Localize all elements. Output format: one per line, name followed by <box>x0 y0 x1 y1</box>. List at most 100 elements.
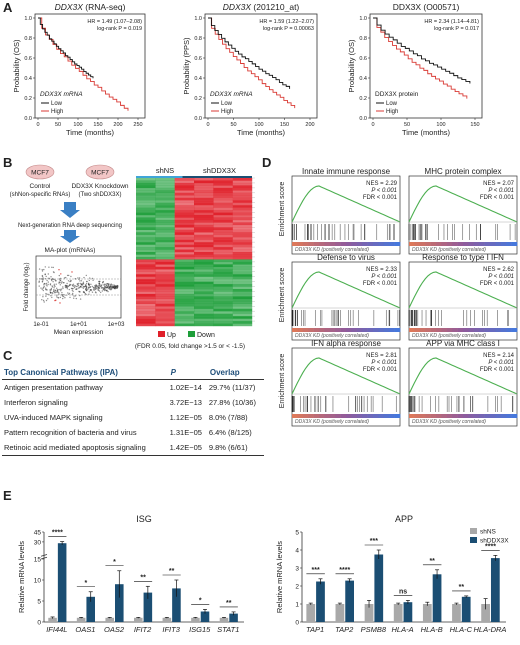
heatmap-cell <box>174 207 195 211</box>
heatmap-cell <box>155 274 175 277</box>
heatmap-cell <box>155 247 175 250</box>
heatmap-cell <box>213 311 233 314</box>
maplot-point <box>54 289 56 291</box>
bar-y-tick-label: 30 <box>34 539 42 546</box>
bar-y-tick-label: 45 <box>34 530 42 537</box>
heatmap-cell <box>174 234 195 238</box>
gsea-rank-bar <box>419 414 426 418</box>
pathway-p: 1.02E−14 <box>169 383 202 392</box>
heatmap-cell <box>194 316 214 319</box>
heatmap-cell <box>136 269 156 272</box>
heatmap-cell <box>155 224 175 228</box>
maplot-point <box>98 282 101 284</box>
maplot-point <box>44 273 46 276</box>
heatmap-cell <box>194 274 214 277</box>
maplot-point <box>58 289 60 291</box>
gsea-rank-bar <box>351 242 358 246</box>
maplot-point <box>101 290 104 292</box>
x-tick-label: 50 <box>230 122 236 128</box>
y-tick-label: 0.2 <box>194 96 202 102</box>
heatmap-cell <box>194 180 214 184</box>
legend-up-label: Up <box>167 332 176 339</box>
heatmap-cell <box>136 266 156 270</box>
heatmap-cell <box>174 279 195 282</box>
gsea-footer: DDX3X KD (positively correlated) <box>412 247 486 253</box>
heatmap-cell <box>213 224 233 228</box>
maplot-point <box>66 288 69 290</box>
heatmap-cell <box>155 239 175 243</box>
significance-label: ** <box>459 584 465 591</box>
maplot-point <box>96 285 98 287</box>
heatmap-cell <box>213 318 233 322</box>
gsea-fdr: FDR < 0.001 <box>363 367 398 373</box>
gsea-rank-bar <box>389 328 395 332</box>
heatmap-cell <box>232 219 253 223</box>
maplot-point <box>56 289 59 292</box>
logrank-p: log-rank P = 0.00063 <box>263 26 314 32</box>
gsea-rank-bar <box>335 414 341 418</box>
heatmap-cell <box>213 249 233 253</box>
heatmap-cell <box>136 197 156 201</box>
maplot-point <box>59 288 61 291</box>
maplot-point <box>100 291 102 294</box>
gsea-plot-title: MHC protein complex <box>425 167 502 176</box>
heatmap-cell <box>194 323 214 327</box>
heatmap-cell <box>213 261 233 265</box>
heatmap-cell <box>155 301 175 304</box>
maplot-point <box>104 288 106 290</box>
maplot-point <box>42 279 44 281</box>
heatmap-cell <box>136 289 156 292</box>
maplot-point <box>51 279 53 282</box>
heatmap-cell <box>155 232 175 235</box>
heatmap-cell <box>213 222 233 226</box>
significance-label: ns <box>399 588 407 595</box>
maplot-point <box>58 281 60 283</box>
enrichment-curve <box>408 271 518 309</box>
bar-shNS <box>134 617 143 622</box>
gsea-rank-bar <box>373 328 379 332</box>
heatmap-cell <box>174 237 195 240</box>
enrichment-curve <box>291 271 401 309</box>
maplot-point <box>41 270 44 272</box>
maplot-point <box>53 271 55 274</box>
heatmap-cell <box>174 301 195 304</box>
maplot-point <box>47 281 49 283</box>
heatmap-cell <box>194 185 214 189</box>
heatmap-cell <box>155 318 175 322</box>
heatmap-cell <box>136 313 156 317</box>
gsea-rank-bar <box>500 414 507 418</box>
heatmap-cell <box>174 291 195 295</box>
maplot-point <box>44 283 46 285</box>
heatmap-cell <box>136 311 156 314</box>
maplot-point <box>41 288 43 290</box>
legend-up-swatch <box>158 331 165 337</box>
heatmap-cell <box>155 222 175 226</box>
maplot-point <box>42 277 44 279</box>
heatmap-cell <box>136 296 156 300</box>
heatmap-cell <box>174 298 195 302</box>
table-row: Pattern recognition of bacteria and viru… <box>2 425 264 440</box>
gsea-rank-bar <box>313 328 320 332</box>
gsea-rank-bar <box>484 328 491 332</box>
bar-shDDX3X <box>115 584 124 622</box>
heatmap-cell <box>213 296 233 300</box>
heatmap-cell <box>213 244 233 248</box>
heatmap-cell <box>213 281 233 285</box>
maplot-title: MA-plot (mRNAs) <box>45 247 96 254</box>
heatmap-cell <box>174 222 195 226</box>
km-legend-title: DDX3X mRNA <box>40 91 83 98</box>
heatmap-cell <box>232 289 253 292</box>
heatmap-cell <box>232 261 253 265</box>
maplot-point <box>105 289 107 292</box>
maplot-point <box>71 289 74 291</box>
control-sub-label: (shNon-specific RNAs) <box>10 192 71 198</box>
gsea-rank-bar <box>356 242 363 246</box>
maplot-point <box>53 291 55 293</box>
maplot-point <box>88 293 90 295</box>
heatmap-cell <box>155 215 175 218</box>
km-legend-title: DDX3X protein <box>375 91 419 98</box>
legend-down-label: Down <box>197 332 215 339</box>
heatmap-label-shddx3x: shDDX3X <box>203 166 236 175</box>
gsea-rank-bar <box>340 414 347 418</box>
maplot-point <box>44 266 46 268</box>
